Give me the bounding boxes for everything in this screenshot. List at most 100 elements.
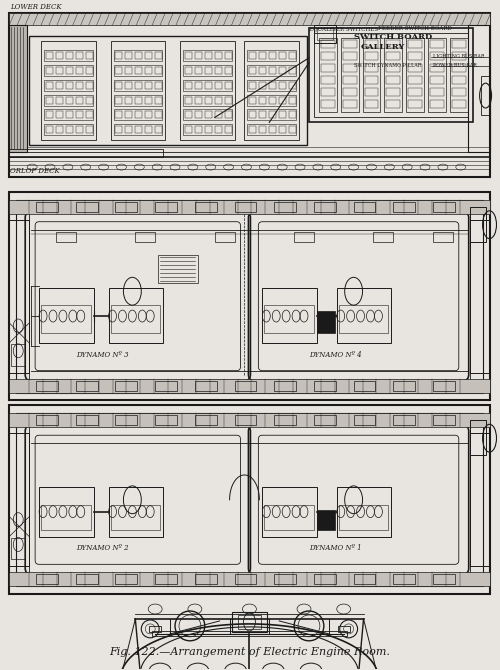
Bar (10, 13, 490, 25)
Bar (36, 202, 58, 212)
Bar (136, 232, 155, 242)
Bar (195, 415, 216, 425)
Bar (314, 415, 336, 425)
Bar (44, 109, 92, 121)
Bar (289, 127, 296, 133)
Bar (408, 40, 422, 48)
Bar (149, 626, 161, 632)
Bar (116, 67, 122, 74)
Text: DYNAMO Nº 1: DYNAMO Nº 1 (309, 545, 362, 553)
Bar (214, 232, 234, 242)
Bar (214, 96, 222, 104)
Bar (155, 82, 162, 88)
Bar (450, 38, 468, 113)
Bar (185, 127, 192, 133)
Bar (433, 574, 455, 584)
Bar (364, 100, 378, 107)
Bar (46, 52, 53, 59)
Bar (433, 202, 455, 212)
Bar (260, 127, 266, 133)
Bar (408, 76, 422, 84)
Bar (10, 192, 490, 401)
Bar (114, 109, 162, 121)
Bar (452, 40, 466, 48)
Bar (126, 82, 132, 88)
Bar (44, 94, 92, 105)
Bar (108, 487, 163, 537)
Bar (56, 127, 63, 133)
Bar (354, 202, 376, 212)
Bar (470, 207, 486, 242)
Bar (338, 505, 388, 529)
Bar (136, 111, 142, 119)
Bar (321, 88, 335, 96)
Bar (155, 67, 162, 74)
Bar (146, 67, 152, 74)
Bar (342, 64, 356, 72)
Bar (116, 96, 122, 104)
Bar (340, 38, 358, 113)
Bar (294, 232, 314, 242)
Bar (364, 52, 378, 60)
Bar (66, 82, 73, 88)
Bar (321, 100, 335, 107)
Bar (29, 36, 307, 145)
Bar (183, 50, 232, 61)
Bar (36, 381, 58, 391)
Bar (205, 96, 212, 104)
Bar (76, 574, 98, 584)
Bar (260, 52, 266, 59)
Bar (185, 96, 192, 104)
Bar (279, 127, 286, 133)
Bar (16, 200, 482, 393)
Bar (342, 100, 356, 107)
Bar (406, 38, 424, 113)
Bar (10, 413, 490, 427)
Bar (234, 381, 256, 391)
Bar (238, 615, 262, 629)
Bar (248, 65, 296, 76)
Bar (10, 433, 29, 566)
Bar (56, 67, 63, 74)
Bar (224, 96, 232, 104)
Bar (56, 96, 63, 104)
Bar (136, 52, 142, 59)
Bar (270, 67, 276, 74)
Bar (56, 111, 63, 119)
Bar (39, 288, 94, 343)
Bar (126, 52, 132, 59)
Bar (279, 67, 286, 74)
Bar (214, 111, 222, 119)
Bar (152, 631, 346, 636)
Bar (185, 82, 192, 88)
Bar (41, 305, 90, 333)
Bar (270, 127, 276, 133)
Text: EQUALISER SWITCHES: EQUALISER SWITCHES (309, 26, 378, 31)
Bar (195, 574, 216, 584)
Bar (224, 52, 232, 59)
Bar (264, 505, 314, 529)
Bar (337, 288, 392, 343)
Bar (314, 574, 336, 584)
Bar (342, 52, 356, 60)
Bar (126, 67, 132, 74)
Bar (66, 127, 73, 133)
Bar (10, 200, 490, 214)
Bar (270, 111, 276, 119)
Bar (10, 149, 163, 157)
Bar (470, 220, 490, 373)
Bar (224, 82, 232, 88)
Bar (314, 381, 336, 391)
Bar (248, 80, 296, 90)
Bar (76, 52, 82, 59)
Bar (279, 111, 286, 119)
Bar (44, 65, 92, 76)
Bar (155, 96, 162, 104)
Bar (66, 67, 73, 74)
Bar (185, 67, 192, 74)
Bar (314, 25, 336, 43)
Bar (452, 52, 466, 60)
Bar (10, 405, 490, 594)
Bar (136, 127, 142, 133)
Bar (430, 88, 444, 96)
